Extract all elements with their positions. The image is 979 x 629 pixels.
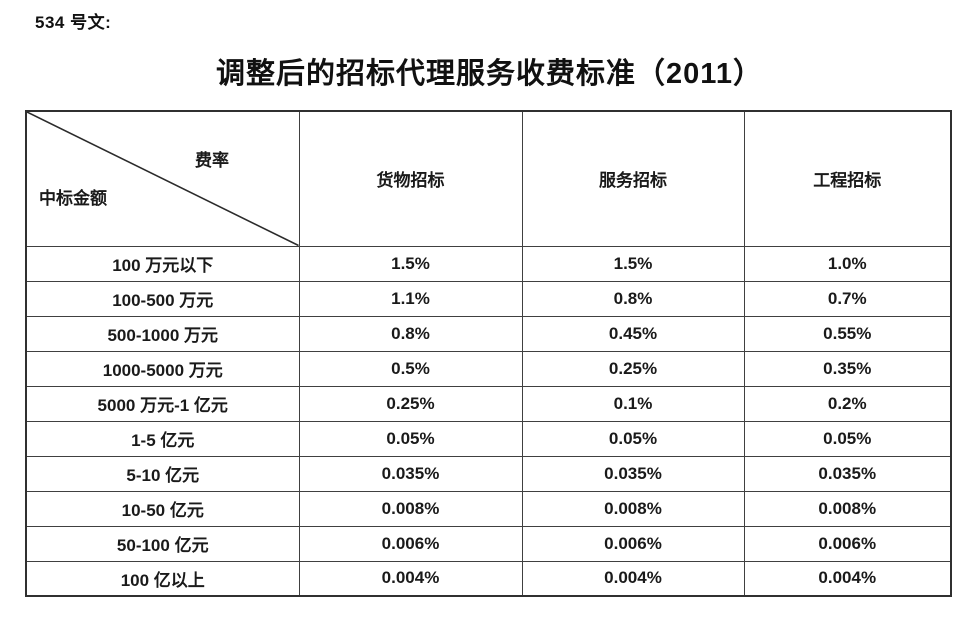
table-row: 100-500 万元 1.1% 0.8% 0.7% [25,280,952,317]
rate-cell: 0.45% [521,315,745,352]
rate-cell: 0.05% [521,420,745,457]
amount-range-cell: 100 万元以下 [25,245,300,282]
column-header-engineering: 工程招标 [743,110,952,247]
rate-cell: 0.25% [521,350,745,387]
table-row: 100 亿以上 0.004% 0.004% 0.004% [25,560,952,597]
amount-range-cell: 10-50 亿元 [25,490,300,527]
amount-range-cell: 500-1000 万元 [25,315,300,352]
amount-range-cell: 1-5 亿元 [25,420,300,457]
rate-cell: 0.55% [743,315,952,352]
amount-range-cell: 100-500 万元 [25,280,300,317]
rate-cell: 0.7% [743,280,952,317]
rate-cell: 0.1% [521,385,745,422]
table-row: 5-10 亿元 0.035% 0.035% 0.035% [25,455,952,492]
table-row: 100 万元以下 1.5% 1.5% 1.0% [25,245,952,282]
rate-cell: 0.006% [521,525,745,562]
page-title: 调整后的招标代理服务收费标准（2011） [216,58,763,90]
rate-cell: 0.8% [521,280,745,317]
column-header-services: 服务招标 [521,110,745,247]
rate-cell: 1.5% [298,245,523,282]
rate-cell: 0.008% [298,490,523,527]
rate-cell: 0.8% [298,315,523,352]
rate-cell: 0.004% [521,560,745,597]
table-row: 50-100 亿元 0.006% 0.006% 0.006% [25,525,952,562]
document-number-label: 534 号文: [35,13,112,32]
rate-cell: 0.35% [743,350,952,387]
amount-range-cell: 1000-5000 万元 [25,350,300,387]
rate-cell: 0.05% [298,420,523,457]
rate-cell: 0.006% [743,525,952,562]
amount-range-cell: 5000 万元-1 亿元 [25,385,300,422]
rate-cell: 1.1% [298,280,523,317]
amount-range-cell: 5-10 亿元 [25,455,300,492]
rate-cell: 0.004% [743,560,952,597]
rate-cell: 1.0% [743,245,952,282]
table-row: 1-5 亿元 0.05% 0.05% 0.05% [25,420,952,457]
rate-cell: 0.25% [298,385,523,422]
table-row: 5000 万元-1 亿元 0.25% 0.1% 0.2% [25,385,952,422]
table-row: 1000-5000 万元 0.5% 0.25% 0.35% [25,350,952,387]
rate-cell: 0.035% [521,455,745,492]
rate-cell: 0.035% [743,455,952,492]
diagonal-divider-line [27,112,298,245]
rate-cell: 0.004% [298,560,523,597]
rate-cell: 0.5% [298,350,523,387]
corner-rate-label: 费率 [195,151,229,170]
column-header-goods: 货物招标 [298,110,523,247]
rate-cell: 0.2% [743,385,952,422]
corner-header-cell: 费率 中标金额 [25,110,300,247]
table-row: 10-50 亿元 0.008% 0.008% 0.008% [25,490,952,527]
amount-range-cell: 100 亿以上 [25,560,300,597]
corner-amount-label: 中标金额 [39,189,107,208]
rate-cell: 0.008% [743,490,952,527]
rate-cell: 0.006% [298,525,523,562]
fee-rate-table: 费率 中标金额 货物招标 服务招标 工程招标 100 万元以下 1.5% 1.5… [25,110,952,597]
table-header-row: 费率 中标金额 货物招标 服务招标 工程招标 [25,110,952,247]
table-row: 500-1000 万元 0.8% 0.45% 0.55% [25,315,952,352]
rate-cell: 0.008% [521,490,745,527]
rate-cell: 1.5% [521,245,745,282]
rate-cell: 0.05% [743,420,952,457]
amount-range-cell: 50-100 亿元 [25,525,300,562]
rate-cell: 0.035% [298,455,523,492]
